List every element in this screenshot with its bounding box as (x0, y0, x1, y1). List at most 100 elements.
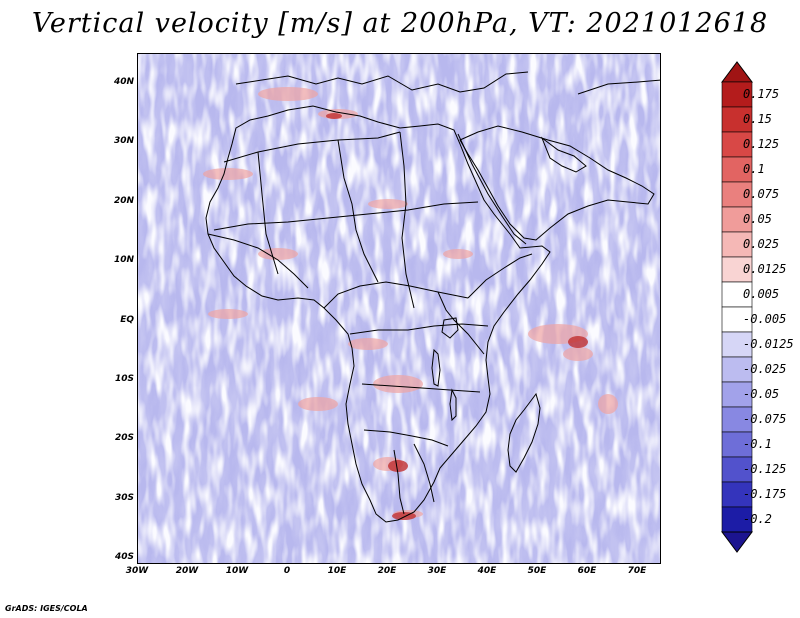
colorbar-swatch-6 (721, 231, 753, 258)
arabia-coastline (459, 125, 655, 241)
colorbar-label-14: -0.1 (743, 437, 772, 451)
coastlines (205, 71, 660, 523)
colorbar-top-arrow (721, 61, 753, 83)
border-south-1 (361, 383, 481, 393)
colorbar-swatch-12 (721, 381, 753, 408)
mediterranean-north (235, 71, 529, 93)
strong-ascent-3 (326, 113, 342, 119)
vertical-velocity-field (138, 54, 660, 563)
lon-label-20w: 20W (175, 566, 199, 576)
colorbar-label-8: 0.005 (743, 287, 780, 301)
lat-label-40n: 40N (113, 77, 134, 87)
ascent-patch-13 (598, 394, 618, 414)
lon-label-30e: 30E (427, 566, 447, 576)
madagascar-coastline (507, 392, 541, 473)
colorbar-label-16: -0.175 (743, 487, 787, 501)
colorbar-swatch-17 (721, 506, 753, 533)
lat-label-30n: 30N (113, 136, 134, 147)
colorbar-swatch-9 (721, 306, 753, 333)
lon-label-20e: 20E (377, 566, 397, 576)
colorbar-label-0: 0.175 (743, 87, 780, 101)
ascent-patch-0 (258, 87, 318, 101)
colorbar-swatch-8 (721, 281, 753, 308)
colorbar-label-2: 0.125 (743, 137, 780, 151)
red-sea-coast (457, 133, 527, 245)
africa-coastline (205, 105, 551, 523)
border-central-1 (399, 131, 415, 309)
persian-gulf-coast (540, 136, 587, 173)
border-sahara-2 (257, 151, 279, 275)
colorbar-label-7: 0.0125 (743, 262, 787, 276)
colorbar-swatch-13 (721, 406, 753, 433)
lat-label-30s: 30S (114, 492, 134, 503)
colorbar-label-4: 0.075 (743, 187, 780, 201)
lon-label-40e: 40E (477, 566, 497, 576)
colorbar-swatch-16 (721, 481, 753, 508)
field-white-streaks (138, 54, 660, 563)
colorbar-label-15: -0.125 (743, 462, 787, 476)
border-east (437, 291, 485, 355)
map-title: Vertical velocity [m/s] at 200hPa, VT: 2… (31, 8, 769, 39)
colorbar-label-12: -0.05 (743, 387, 780, 401)
colorbar-swatch-5 (721, 206, 753, 233)
border-west-coast (207, 233, 309, 289)
lake-malawi (449, 388, 457, 422)
border-sahara-1 (223, 131, 401, 163)
ascent-patch-7 (373, 375, 423, 393)
colorbar-swatch-10 (721, 331, 753, 358)
lon-label-10e: 10E (327, 566, 347, 576)
ascent-patch-5 (563, 347, 593, 361)
colorbar-label-3: 0.1 (743, 162, 765, 176)
lat-label-20s: 20S (114, 433, 134, 444)
map-plot-area (137, 53, 661, 564)
ascent-patch-12 (208, 309, 248, 319)
lon-label-60e: 60E (577, 566, 597, 576)
colorbar-label-9: -0.005 (743, 312, 787, 326)
colorbar (721, 61, 753, 553)
iran-coastline (577, 79, 660, 95)
strong-ascent-0 (388, 460, 408, 472)
lat-label-10s: 10S (114, 373, 134, 384)
ascent-patch-11 (443, 249, 473, 259)
colorbar-swatch-14 (721, 431, 753, 458)
border-horn (467, 253, 533, 299)
colorbar-label-17: -0.2 (743, 512, 772, 526)
ascent-patches (203, 87, 618, 520)
colorbar-label-10: -0.0125 (743, 337, 794, 351)
ascent-patch-3 (368, 199, 408, 209)
colorbar-label-13: -0.075 (743, 412, 787, 426)
border-sahara-3 (337, 139, 379, 283)
colorbar-swatch-3 (721, 156, 753, 183)
colorbar-swatch-4 (721, 181, 753, 208)
border-south-4 (413, 443, 435, 503)
colorbar-label-5: 0.05 (743, 212, 772, 226)
lat-label-10n: 10N (113, 255, 134, 266)
lon-label-0: 0 (283, 566, 291, 576)
ascent-patch-14 (298, 397, 338, 411)
border-south-2 (363, 429, 449, 447)
lon-label-70e: 70E (627, 566, 647, 576)
lat-label-eq: EQ (120, 314, 134, 325)
colorbar-swatch-1 (721, 106, 753, 133)
ascent-patch-2 (203, 168, 253, 180)
border-south-3 (393, 449, 405, 515)
lon-label-10w: 10W (225, 566, 249, 576)
lat-label-20n: 20N (113, 195, 134, 206)
lake-tanganyika (431, 348, 441, 387)
colorbar-label-1: 0.15 (743, 112, 772, 126)
grads-credit: GrADS: IGES/COLA (5, 604, 88, 613)
border-equator (349, 323, 489, 335)
colorbar-label-11: -0.025 (743, 362, 787, 376)
ascent-patch-6 (348, 338, 388, 350)
lon-label-50e: 50E (527, 566, 547, 576)
lake-victoria (441, 317, 459, 339)
lat-label-40s: 40S (114, 552, 134, 562)
lon-label-30w: 30W (125, 566, 149, 576)
ascent-patch-10 (258, 248, 298, 260)
colorbar-label-6: 0.025 (743, 237, 780, 251)
colorbar-swatch-7 (721, 256, 753, 283)
colorbar-swatch-0 (721, 81, 753, 108)
border-sahel (213, 201, 479, 231)
strong-ascent-2 (568, 336, 588, 348)
colorbar-bottom-arrow (721, 531, 753, 553)
